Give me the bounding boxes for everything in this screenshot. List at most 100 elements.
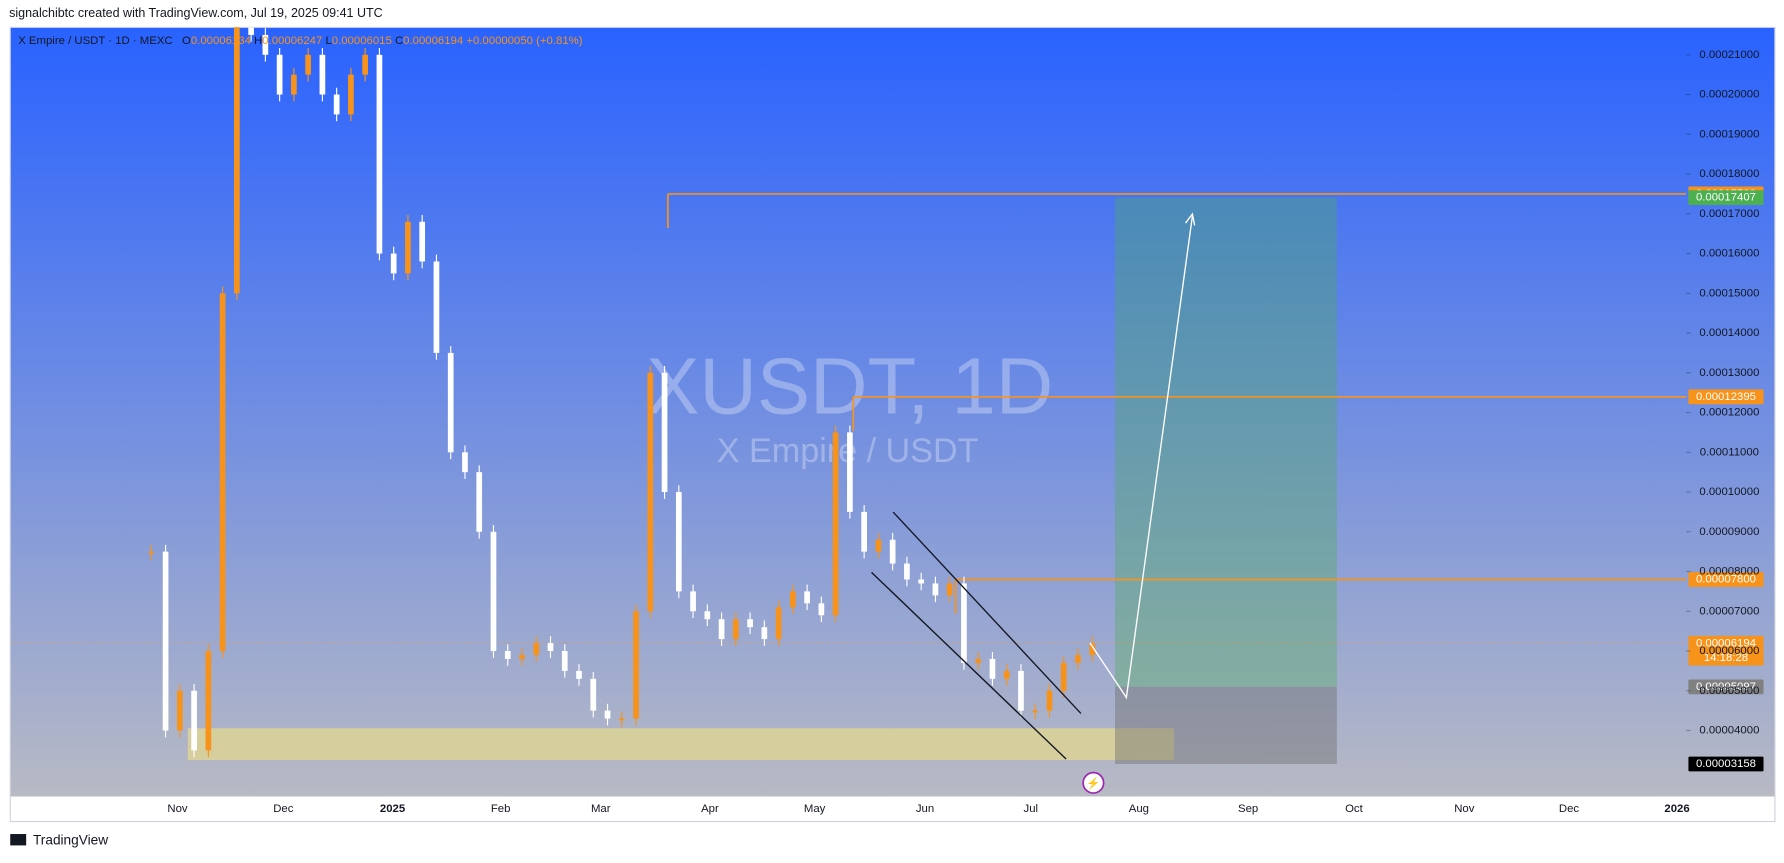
candle	[704, 611, 711, 620]
candle	[861, 511, 867, 552]
candle	[647, 372, 654, 612]
candle	[362, 54, 369, 75]
candle	[1018, 670, 1024, 711]
candle	[176, 690, 183, 731]
ohlc-key: H	[254, 35, 262, 47]
price-label-box	[1688, 635, 1764, 666]
y-tick-label: 0.00010000	[1699, 486, 1759, 498]
lightning-glyph: ⚡	[1086, 776, 1100, 790]
candle	[946, 583, 953, 596]
candle	[989, 658, 996, 679]
price-label: 0.00012395	[1696, 391, 1756, 403]
x-tick-label: Jul	[1024, 803, 1039, 815]
candle	[590, 678, 597, 711]
y-tick-label: 0.00008000	[1699, 566, 1759, 578]
candle	[476, 472, 483, 532]
candle	[675, 492, 682, 592]
x-tick-label: Nov	[167, 803, 188, 815]
candle	[618, 718, 625, 721]
y-tick-label: 0.00007000	[1699, 605, 1759, 617]
footer: TradingView	[10, 832, 108, 847]
price-label: 0.00017407	[1696, 192, 1756, 204]
candle	[405, 221, 411, 274]
price-label-box	[1688, 389, 1764, 405]
candle	[433, 261, 440, 353]
candle	[690, 591, 696, 612]
y-tick-label: 0.00016000	[1699, 248, 1759, 260]
candle	[832, 432, 839, 616]
logo	[10, 834, 27, 846]
attribution: signalchibtc created with TradingView.co…	[9, 6, 383, 20]
candle	[932, 583, 939, 596]
symbol: X Empire / USDT · 1D · MEXC	[18, 35, 172, 47]
price-label-box	[1688, 190, 1764, 206]
y-tick-label: 0.00018000	[1699, 168, 1759, 180]
ohlc-key: O	[182, 35, 191, 47]
x-tick-label: Aug	[1129, 803, 1149, 815]
candle	[561, 651, 568, 671]
candle	[390, 253, 397, 274]
candle	[732, 619, 739, 640]
ohlc-key: C	[395, 35, 403, 47]
candle	[148, 551, 155, 554]
candle	[961, 583, 967, 663]
candle	[1075, 654, 1081, 663]
x-tick-label: Nov	[1454, 803, 1475, 815]
ohlc-value: 0.00006247	[262, 35, 322, 47]
price-label: 0.00006194	[1696, 637, 1756, 649]
price-label-box	[1688, 756, 1764, 772]
candle	[633, 611, 639, 719]
price-label-box	[1688, 679, 1764, 695]
candle	[975, 658, 982, 663]
chart-frame	[9, 26, 1776, 823]
lightning-icon[interactable]	[1082, 771, 1105, 794]
price-label: 0.00005097	[1696, 681, 1756, 693]
y-tick-label: 0.00004000	[1699, 725, 1759, 737]
y-tick-label: 0.00020000	[1699, 89, 1759, 101]
candle	[1003, 670, 1010, 679]
x-tick-label: 2025	[380, 803, 405, 815]
y-tick-label: 0.00012000	[1699, 407, 1759, 419]
candle	[162, 551, 169, 731]
candle	[519, 654, 525, 659]
change: +0.00000050 (+0.81%)	[466, 35, 582, 47]
candle	[348, 74, 354, 115]
stop-zone	[1115, 686, 1337, 764]
candle	[291, 74, 297, 95]
candle	[1060, 662, 1067, 691]
candle	[419, 221, 426, 262]
target-zone	[1115, 197, 1337, 687]
x-tick-label: Mar	[591, 803, 611, 815]
x-tick-label: 2026	[1664, 803, 1689, 815]
candle	[547, 643, 554, 652]
x-tick-label: Jun	[916, 803, 934, 815]
candle	[804, 591, 810, 604]
projection-arrow	[1089, 216, 1194, 700]
x-tick-label: Dec	[1559, 803, 1580, 815]
channel-line	[871, 571, 1067, 760]
candle	[205, 651, 212, 751]
candle	[490, 531, 497, 652]
header: X Empire / USDT · 1D · MEXC O0.00006134 …	[18, 35, 583, 47]
ohlc-key: L	[325, 35, 331, 47]
candle	[718, 619, 725, 640]
y-tick-label: 0.00014000	[1699, 327, 1759, 339]
candle	[847, 432, 853, 512]
candle	[576, 670, 582, 679]
y-tick-label: 0.00017000	[1699, 208, 1759, 220]
y-tick-label: 0.00019000	[1699, 128, 1759, 140]
candle	[1032, 710, 1039, 713]
candle	[1089, 643, 1096, 655]
footer-text: TradingView	[33, 832, 108, 847]
candle	[376, 54, 383, 254]
candle	[462, 452, 468, 473]
y-tick-label: 0.00009000	[1699, 526, 1759, 538]
price-label: 0.00007800	[1696, 573, 1756, 585]
candle	[889, 539, 896, 564]
candle	[875, 539, 882, 552]
candle	[918, 579, 925, 584]
candle	[1046, 690, 1053, 711]
ohlc-value: 0.00006134	[191, 35, 251, 47]
support-zone	[187, 728, 1175, 761]
